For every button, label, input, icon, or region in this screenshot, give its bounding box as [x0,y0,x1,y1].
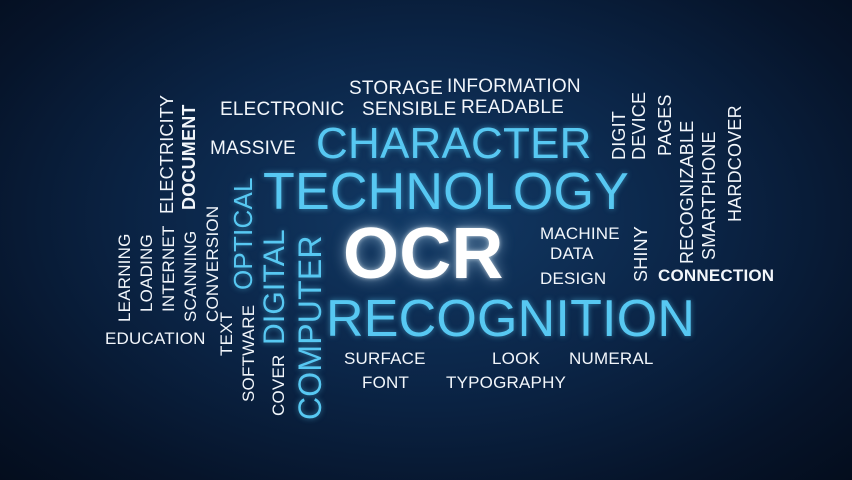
word-technology: TECHNOLOGY [263,163,630,221]
word-text: TEXT [217,311,236,356]
word-sensible: SENSIBLE [362,99,457,120]
word-conversion: CONVERSION [203,205,222,322]
word-electricity: ELECTRICITY [157,94,177,214]
word-readable: READABLE [461,97,564,118]
word-smartphone: SMARTPHONE [699,131,719,260]
word-font: FONT [362,373,410,392]
word-storage: STORAGE [349,78,443,99]
word-education: EDUCATION [105,329,206,348]
word-learning: LEARNING [115,233,134,322]
word-device: DEVICE [629,91,649,160]
word-connection: CONNECTION [658,266,775,285]
word-scanning: SCANNING [181,230,200,322]
word-hardcover: HARDCOVER [725,105,745,222]
word-loading: LOADING [137,234,156,312]
word-software: SOFTWARE [239,304,258,402]
word-look: LOOK [492,349,541,368]
word-electronic: ELECTRONIC [220,99,345,120]
word-document: DOCUMENT [179,104,199,210]
word-shiny: SHINY [631,225,651,282]
word-pages: PAGES [655,94,675,156]
word-internet: INTERNET [159,225,178,312]
word-character: CHARACTER [316,119,592,168]
word-digit: DIGIT [609,111,629,160]
word-design: DESIGN [540,269,607,288]
word-optical: OPTICAL [228,177,258,290]
word-typography: TYPOGRAPHY [446,373,567,392]
word-data: DATA [550,244,594,263]
word-digital: DIGITAL [258,229,291,345]
word-information: INFORMATION [447,76,581,97]
word-surface: SURFACE [344,349,426,368]
word-ocr: OCR [343,214,504,294]
word-computer: COMPUTER [292,235,328,420]
word-cover: COVER [269,354,288,416]
word-recognizable: RECOGNIZABLE [677,120,697,264]
word-massive: MASSIVE [210,138,296,159]
word-numeral: NUMERAL [569,349,654,368]
word-recognition: RECOGNITION [326,290,696,348]
word-machine: MACHINE [540,224,620,243]
